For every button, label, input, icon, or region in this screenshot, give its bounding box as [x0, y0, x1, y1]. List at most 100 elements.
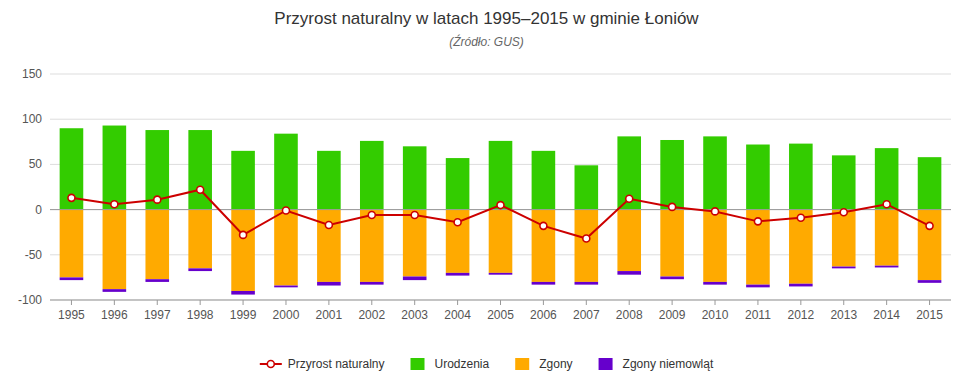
- x-tick-label: 2006: [530, 308, 557, 322]
- y-tick-label: -50: [25, 248, 43, 262]
- bar: [746, 285, 770, 288]
- bar: [617, 136, 641, 209]
- line-marker: [197, 186, 204, 193]
- bar: [832, 155, 856, 209]
- bar: [918, 280, 942, 283]
- legend-label: Zgony: [539, 357, 572, 371]
- x-tick: [629, 300, 630, 305]
- bar: [403, 276, 427, 280]
- plot-area: [50, 126, 951, 295]
- bar: [617, 271, 641, 275]
- bar: [360, 141, 384, 210]
- line-marker: [583, 235, 590, 242]
- x-tick: [500, 300, 501, 305]
- bar: [918, 157, 942, 209]
- bar: [317, 151, 341, 210]
- y-tick-label: 150: [22, 67, 42, 81]
- x-tick-label: 2001: [316, 308, 343, 322]
- line-marker: [797, 214, 804, 221]
- line-marker: [454, 219, 461, 226]
- bar: [60, 210, 84, 278]
- line-marker: [883, 201, 890, 208]
- line-marker: [325, 221, 332, 228]
- bar: [532, 151, 556, 210]
- bar: [360, 210, 384, 282]
- line-marker: [68, 194, 75, 201]
- legend-swatch: [515, 358, 529, 370]
- x-tick: [586, 300, 587, 305]
- bar: [403, 210, 427, 277]
- bar: [231, 210, 255, 291]
- legend-swatch: [599, 358, 613, 370]
- bar: [789, 210, 813, 284]
- x-tick: [371, 300, 372, 305]
- x-tick: [886, 300, 887, 305]
- legend-label: Urodzenia: [435, 357, 490, 371]
- y-tick-label: -100: [18, 293, 42, 307]
- bar: [103, 126, 127, 210]
- bar: [231, 151, 255, 210]
- line-marker: [497, 202, 504, 209]
- x-tick-label: 1998: [187, 308, 214, 322]
- bar: [446, 158, 470, 210]
- bar: [703, 282, 727, 285]
- line-marker: [712, 208, 719, 215]
- x-tick: [543, 300, 544, 305]
- y-tick-label: 100: [22, 112, 42, 126]
- bar: [274, 210, 298, 286]
- bar: [317, 210, 341, 282]
- y-axis: -100-50050100150: [18, 67, 951, 307]
- line-marker: [111, 201, 118, 208]
- x-tick-label: 1997: [144, 308, 171, 322]
- x-tick: [715, 300, 716, 305]
- bar: [103, 289, 127, 292]
- line-marker: [240, 231, 247, 238]
- bar: [103, 210, 127, 290]
- bar: [832, 267, 856, 269]
- bar: [660, 140, 684, 210]
- legend-label: Zgony niemowląt: [623, 357, 714, 371]
- bar: [360, 282, 384, 285]
- legend-item: Zgony niemowląt: [599, 357, 714, 371]
- legend-marker: [267, 361, 274, 368]
- bar: [403, 146, 427, 209]
- legend-item: Zgony: [515, 357, 572, 371]
- bar: [918, 210, 942, 281]
- y-tick-label: 50: [29, 157, 43, 171]
- bar-series: [60, 210, 942, 291]
- x-tick-label: 2011: [745, 308, 771, 322]
- x-tick-label: 2013: [830, 308, 857, 322]
- x-tick-label: 1999: [230, 308, 257, 322]
- line-marker: [626, 195, 633, 202]
- legend-item: Urodzenia: [411, 357, 490, 371]
- bar-series: [60, 266, 942, 295]
- x-tick: [157, 300, 158, 305]
- line: [71, 190, 929, 239]
- bar: [875, 266, 899, 268]
- x-tick-label: 2002: [358, 308, 385, 322]
- bar: [145, 279, 169, 282]
- bar: [60, 277, 84, 280]
- legend-label: Przyrost naturalny: [288, 357, 385, 371]
- bar: [832, 210, 856, 267]
- bar: [60, 128, 84, 209]
- line-marker: [754, 218, 761, 225]
- bar: [660, 276, 684, 279]
- x-tick-label: 2012: [787, 308, 814, 322]
- x-tick-label: 1995: [58, 308, 85, 322]
- line-marker: [411, 212, 418, 219]
- bar: [660, 210, 684, 277]
- x-tick-label: 2000: [273, 308, 300, 322]
- bar: [575, 165, 599, 209]
- bar: [489, 141, 513, 210]
- bar: [703, 136, 727, 209]
- bar: [746, 145, 770, 210]
- bar: [575, 210, 599, 282]
- bar: [617, 210, 641, 271]
- bar: [489, 210, 513, 273]
- title: Przyrost naturalny w latach 1995–2015 w …: [274, 9, 699, 28]
- bar: [575, 282, 599, 285]
- x-tick: [200, 300, 201, 305]
- chart-container: Przyrost naturalny w latach 1995–2015 w …: [0, 0, 973, 386]
- line-marker: [926, 222, 933, 229]
